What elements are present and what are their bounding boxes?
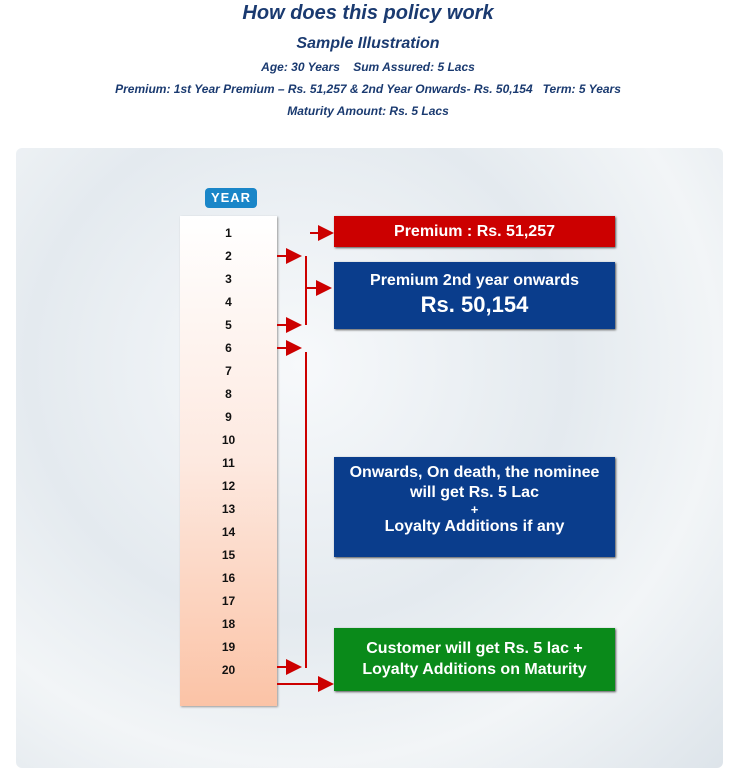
year-5: 5 — [225, 318, 232, 332]
year-8: 8 — [225, 387, 232, 401]
year-9: 9 — [225, 410, 232, 424]
maturity-amount: Maturity Amount: Rs. 5 Lacs — [287, 104, 449, 118]
maturity-line1: Customer will get Rs. 5 lac + — [366, 640, 583, 657]
year-17: 17 — [221, 594, 236, 608]
year-7: 7 — [225, 364, 232, 378]
year-1: 1 — [225, 226, 232, 240]
year-18: 18 — [221, 617, 236, 631]
year-11: 11 — [222, 456, 235, 470]
premium-first-year-box: Premium : Rs. 51,257 — [334, 216, 615, 247]
death-line2: will get Rs. 5 Lac — [410, 484, 539, 501]
age-sum-assured: Age: 30 Years Sum Assured: 5 Lacs — [261, 60, 475, 74]
year-4: 4 — [225, 295, 232, 309]
year-16: 16 — [221, 571, 236, 585]
year-20: 20 — [221, 663, 236, 677]
premium-onwards-box: Premium 2nd year onwards Rs. 50,154 — [334, 262, 615, 329]
subtitle: Sample Illustration — [296, 35, 440, 52]
year-3: 3 — [225, 272, 232, 286]
page-title: How does this policy work — [242, 2, 494, 24]
maturity-line2: Loyalty Additions on Maturity — [362, 661, 587, 678]
death-benefit-box: Onwards, On death, the nominee will get … — [334, 457, 615, 557]
year-6: 6 — [225, 341, 232, 355]
year-12: 12 — [221, 479, 236, 493]
year-15: 15 — [221, 548, 236, 562]
death-line1: Onwards, On death, the nominee — [349, 464, 600, 481]
premium-term: Premium: 1st Year Premium – Rs. 51,257 &… — [115, 82, 621, 96]
premium-onwards-amount: Rs. 50,154 — [420, 292, 529, 317]
year-badge: YEAR — [205, 188, 257, 208]
year-column: 1 2 3 4 5 6 7 8 9 10 11 12 13 14 15 16 17 18 19 20 — [180, 216, 277, 706]
year-10: 10 — [221, 433, 236, 447]
arrows — [277, 225, 334, 692]
year-2: 2 — [225, 249, 232, 263]
premium-onwards-label: Premium 2nd year onwards — [370, 272, 579, 289]
death-line4: Loyalty Additions if any — [384, 518, 565, 535]
year-19: 19 — [221, 640, 236, 654]
year-13: 13 — [221, 502, 236, 516]
maturity-box: Customer will get Rs. 5 lac + Loyalty Ad… — [334, 628, 615, 691]
death-plus: + — [470, 502, 479, 517]
year-14: 14 — [221, 525, 236, 539]
